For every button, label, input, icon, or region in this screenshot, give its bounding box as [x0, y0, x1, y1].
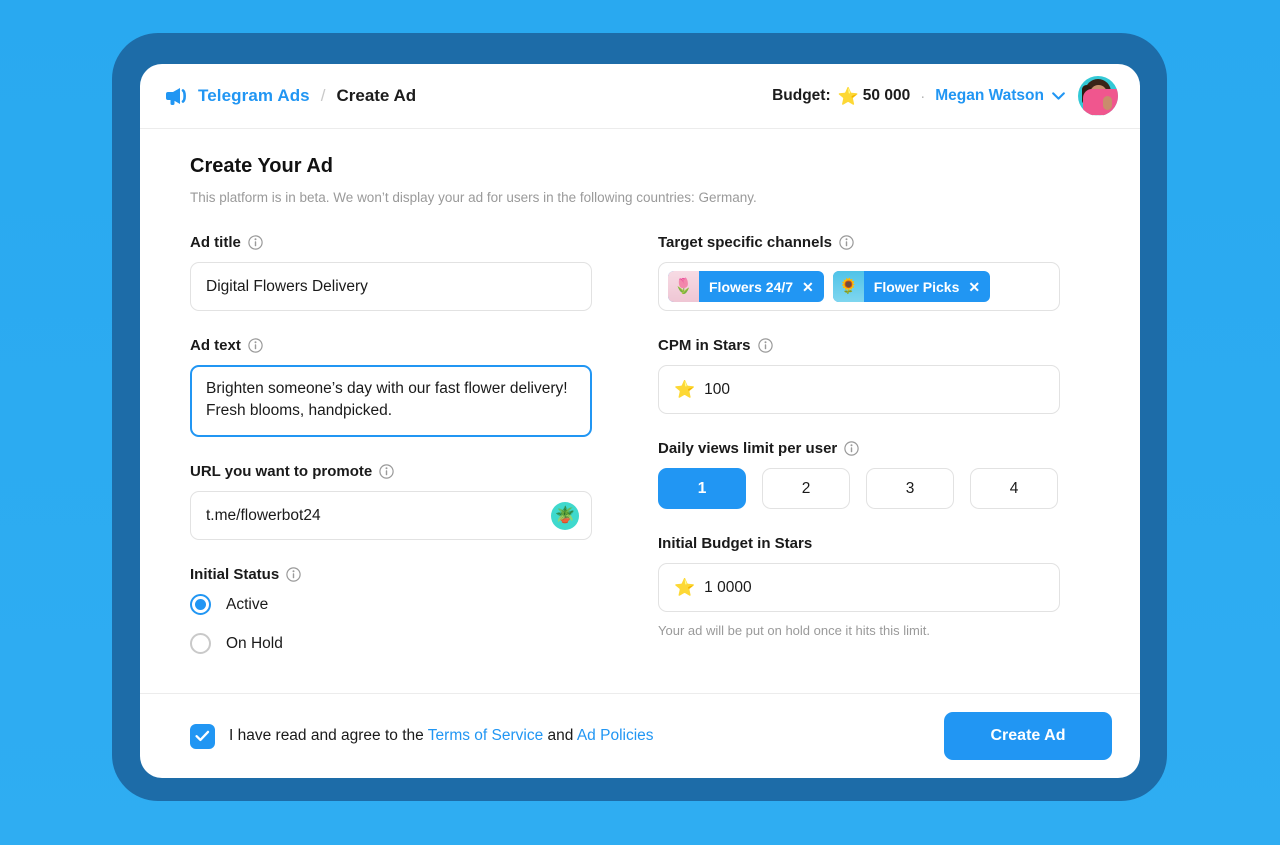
star-icon: ⭐	[837, 86, 859, 106]
form-columns: Ad title Digital Flowers Delivery	[190, 234, 1090, 680]
user-menu-name[interactable]: Megan Watson	[935, 87, 1044, 104]
label-text: CPM in Stars	[658, 337, 751, 354]
star-icon: ⭐	[674, 578, 696, 597]
label-initial-budget: Initial Budget in Stars	[658, 535, 1060, 552]
channels-input[interactable]: 🌷 Flowers 24/7 ✕ 🌻 Flower Picks ✕	[658, 262, 1060, 311]
label-text: URL you want to promote	[190, 463, 373, 480]
channel-chip[interactable]: 🌻 Flower Picks ✕	[832, 271, 991, 302]
budget-value: 50 000	[862, 87, 911, 104]
initial-budget-hint: Your ad will be put on hold once it hits…	[658, 623, 930, 638]
brand-name: Telegram Ads	[198, 86, 310, 105]
initial-budget-value: 1 0000	[704, 578, 752, 596]
budget-label: Budget:	[772, 87, 831, 104]
radio-icon-on-hold[interactable]	[190, 633, 211, 654]
radio-option-on-hold[interactable]: On Hold	[190, 633, 592, 654]
channel-avatar-icon: 🌻	[832, 271, 864, 302]
field-cpm: CPM in Stars ⭐ 100	[658, 337, 1060, 414]
breadcrumb-separator: /	[320, 86, 326, 105]
label-cpm: CPM in Stars	[658, 337, 1060, 354]
close-icon[interactable]: ✕	[968, 278, 981, 295]
url-input[interactable]: t.me/flowerbot24 🪴	[190, 491, 592, 540]
field-initial-budget: Initial Budget in Stars ⭐ 1 0000 Your ad…	[658, 535, 1060, 638]
form-body: Create Your Ad This platform is in beta.…	[140, 129, 1140, 694]
check-icon	[195, 730, 210, 742]
field-initial-status: Initial Status Active	[190, 566, 592, 654]
ad-title-value: Digital Flowers Delivery	[206, 277, 368, 295]
avatar[interactable]	[1078, 76, 1118, 116]
avatar-body	[1083, 89, 1118, 116]
brand-link[interactable]: Telegram Ads	[166, 86, 310, 106]
field-ad-text: Ad text Brighten someone’s day with our …	[190, 337, 592, 437]
label-target-channels: Target specific channels	[658, 234, 1060, 251]
star-icon: ⭐	[674, 380, 696, 399]
daily-views-option-4[interactable]: 4	[970, 468, 1058, 509]
terms-prefix: I have read and agree to the	[229, 727, 428, 744]
chevron-down-icon[interactable]	[1044, 92, 1065, 100]
radio-icon-active[interactable]	[190, 594, 211, 615]
terms-of-service-link[interactable]: Terms of Service	[427, 727, 544, 744]
label-daily-views: Daily views limit per user	[658, 440, 1060, 457]
info-icon[interactable]	[844, 441, 859, 456]
megaphone-icon	[166, 86, 188, 106]
label-text: Target specific channels	[658, 234, 832, 251]
page-title: Create Your Ad	[190, 155, 333, 177]
field-url: URL you want to promote t.me/flowerbot2	[190, 463, 592, 540]
field-daily-views: Daily views limit per user 1	[658, 440, 1060, 509]
label-url: URL you want to promote	[190, 463, 592, 480]
channel-chip[interactable]: 🌷 Flowers 24/7 ✕	[668, 271, 824, 302]
info-icon[interactable]	[839, 235, 854, 250]
label-text: Ad title	[190, 234, 241, 251]
left-column: Ad title Digital Flowers Delivery	[190, 234, 592, 680]
ad-title-input[interactable]: Digital Flowers Delivery	[190, 262, 592, 311]
info-icon[interactable]	[757, 338, 773, 353]
daily-views-option-2[interactable]: 2	[762, 468, 850, 509]
info-icon[interactable]	[379, 464, 394, 479]
app-footer: I have read and agree to the Terms of Se…	[140, 694, 1140, 778]
label-text: Initial Budget in Stars	[658, 535, 813, 552]
daily-views-option-3[interactable]: 3	[866, 468, 954, 509]
info-icon[interactable]	[248, 338, 263, 353]
label-text: Ad text	[190, 337, 241, 354]
info-icon[interactable]	[286, 567, 301, 582]
radio-label-active: Active	[226, 595, 269, 613]
label-ad-text: Ad text	[190, 337, 592, 354]
label-text: Daily views limit per user	[658, 440, 838, 457]
channel-name: Flower Picks	[873, 278, 960, 295]
terms-mid: and	[543, 727, 577, 744]
radio-label-on-hold: On Hold	[226, 634, 283, 652]
separator-dot: ·	[920, 87, 926, 105]
label-ad-title: Ad title	[190, 234, 592, 251]
cpm-input[interactable]: ⭐ 100	[658, 365, 1060, 414]
info-icon[interactable]	[248, 235, 263, 250]
app-header: Telegram Ads / Create Ad Budget: ⭐ 50 00…	[140, 64, 1140, 129]
avatar-arm	[1103, 96, 1112, 110]
radio-option-active[interactable]: Active	[190, 594, 592, 615]
app-card: Telegram Ads / Create Ad Budget: ⭐ 50 00…	[140, 64, 1140, 778]
field-target-channels: Target specific channels	[658, 234, 1060, 311]
breadcrumb-current: Create Ad	[336, 86, 417, 105]
close-icon[interactable]: ✕	[802, 278, 814, 295]
field-ad-title: Ad title Digital Flowers Delivery	[190, 234, 592, 311]
daily-views-option-1[interactable]: 1	[658, 468, 746, 509]
ad-policies-link[interactable]: Ad Policies	[576, 727, 654, 744]
bot-avatar-icon: 🪴	[551, 501, 579, 530]
channel-avatar-icon: 🌷	[668, 271, 699, 302]
right-column: Target specific channels	[658, 234, 1060, 680]
cpm-value: 100	[704, 380, 731, 398]
channel-name: Flowers 24/7	[709, 278, 794, 295]
initial-budget-input[interactable]: ⭐ 1 0000	[658, 563, 1060, 612]
terms-text: I have read and agree to the Terms of Se…	[229, 727, 654, 745]
create-ad-button[interactable]: Create Ad	[944, 712, 1112, 760]
label-initial-status: Initial Status	[190, 566, 592, 583]
beta-notice: This platform is in beta. We won’t displ…	[190, 190, 757, 205]
ad-text-input[interactable]: Brighten someone’s day with our fast flo…	[190, 365, 592, 437]
url-value: t.me/flowerbot24	[206, 506, 321, 524]
terms-checkbox[interactable]	[190, 723, 215, 749]
label-text: Initial Status	[190, 566, 280, 583]
header-right: Budget: ⭐ 50 000 · Megan Watson	[772, 76, 1118, 116]
daily-views-options: 1 2 3 4	[658, 468, 1060, 509]
